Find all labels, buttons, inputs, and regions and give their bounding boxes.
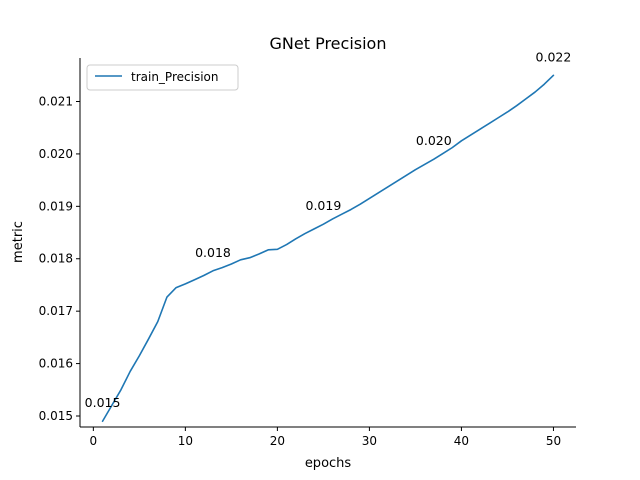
x-tick-label: 0 [90, 434, 98, 448]
x-tick-label: 50 [546, 434, 561, 448]
series-line-train_Precision [101, 74, 555, 423]
y-tick-label: 0.017 [39, 304, 73, 318]
y-tick-label: 0.018 [39, 252, 73, 266]
annotation-layer: 0.015 0.018 0.019 0.020 0.022 [85, 49, 572, 410]
x-tick-label: 40 [454, 434, 469, 448]
x-tick-label: 30 [362, 434, 377, 448]
x-tick-label: 10 [178, 434, 193, 448]
x-ticks: 0 10 20 30 40 50 [90, 427, 561, 448]
y-tick-label: 0.020 [39, 147, 73, 161]
y-axis-label: metric [11, 221, 26, 263]
legend: train_Precision [86, 64, 239, 91]
y-tick-label: 0.021 [39, 95, 73, 109]
data-label: 0.019 [306, 198, 342, 213]
y-ticks: 0.015 0.016 0.017 0.018 0.019 0.020 0.021 [39, 95, 80, 423]
y-tick-label: 0.015 [39, 409, 73, 423]
legend-label: train_Precision [131, 70, 218, 84]
series-layer [101, 74, 555, 423]
legend-box [86, 64, 239, 91]
y-tick-label: 0.016 [39, 357, 73, 371]
chart-title: GNet Precision [270, 34, 387, 53]
data-label: 0.015 [85, 395, 121, 410]
x-axis-label: epochs [305, 456, 352, 471]
data-label: 0.022 [536, 49, 572, 64]
data-label: 0.018 [195, 245, 231, 260]
x-tick-label: 20 [270, 434, 285, 448]
data-label: 0.020 [416, 133, 452, 148]
y-tick-label: 0.019 [39, 199, 73, 213]
